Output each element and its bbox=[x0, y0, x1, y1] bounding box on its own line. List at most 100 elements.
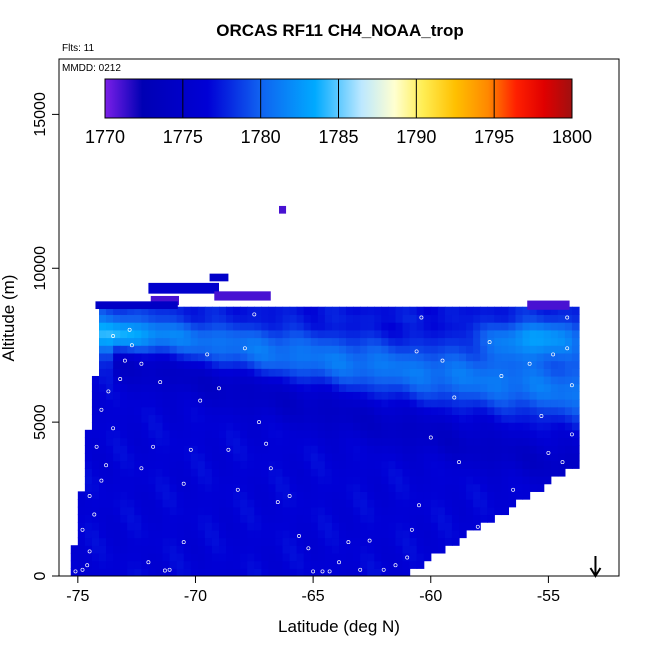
heatmap-cell bbox=[282, 437, 291, 446]
heatmap-cell bbox=[409, 375, 418, 385]
heatmap-cell bbox=[550, 429, 559, 439]
heatmap-cell bbox=[289, 391, 298, 400]
heatmap-cell bbox=[480, 460, 488, 469]
heatmap-cell bbox=[282, 499, 291, 508]
heatmap-cell bbox=[155, 360, 164, 369]
heatmap-cell bbox=[543, 468, 552, 477]
heatmap-cell bbox=[423, 383, 432, 392]
heatmap-cell bbox=[169, 475, 178, 485]
heatmap-cell bbox=[141, 529, 150, 539]
heatmap-cell bbox=[211, 499, 220, 508]
heatmap-cell bbox=[480, 322, 488, 331]
heatmap-cell bbox=[409, 483, 418, 492]
heatmap-cell bbox=[176, 345, 185, 354]
heatmap-cell bbox=[91, 560, 100, 569]
heatmap-cell bbox=[211, 568, 220, 576]
heatmap-cell bbox=[91, 522, 100, 531]
heatmap-cell bbox=[247, 529, 255, 539]
heatmap-cell bbox=[148, 514, 157, 523]
heatmap-cell bbox=[331, 514, 340, 523]
heatmap-cell bbox=[91, 545, 100, 554]
heatmap-cell bbox=[282, 429, 291, 439]
heatmap-cell bbox=[120, 475, 128, 485]
heatmap-cell bbox=[183, 452, 192, 462]
sample-point bbox=[106, 389, 111, 394]
heatmap-cell bbox=[494, 368, 502, 377]
sample-point bbox=[73, 569, 78, 574]
heatmap-cell bbox=[155, 460, 164, 469]
heatmap-cell bbox=[423, 452, 432, 462]
heatmap-cell bbox=[197, 391, 206, 400]
heatmap-cell bbox=[331, 406, 340, 416]
heatmap-cell bbox=[571, 368, 580, 377]
heatmap-cell bbox=[564, 399, 573, 408]
heatmap-cell bbox=[374, 537, 382, 546]
heatmap-cell bbox=[430, 506, 439, 516]
heatmap-cell bbox=[84, 460, 93, 469]
heatmap-cell bbox=[77, 522, 86, 531]
heatmap-cell bbox=[275, 352, 284, 362]
heatmap-cell bbox=[536, 337, 545, 346]
x-tick-label: -65 bbox=[302, 588, 325, 605]
heatmap-cell bbox=[536, 360, 545, 369]
heatmap-cell bbox=[296, 468, 305, 477]
heatmap-cell bbox=[233, 445, 241, 454]
heatmap-cell bbox=[324, 514, 333, 523]
heatmap-cell bbox=[176, 422, 185, 431]
heatmap-cell bbox=[353, 445, 361, 454]
heatmap-cell bbox=[480, 352, 488, 362]
heatmap-cell bbox=[303, 483, 312, 492]
heatmap-cell bbox=[162, 491, 171, 500]
heatmap-cell bbox=[388, 429, 397, 439]
heatmap-cell bbox=[402, 529, 411, 539]
isolated-cell bbox=[279, 205, 287, 214]
heatmap-cell bbox=[423, 406, 432, 416]
heatmap-cell bbox=[360, 460, 368, 469]
heatmap-cell bbox=[169, 329, 178, 339]
heatmap-cell bbox=[536, 322, 545, 331]
heatmap-cell bbox=[557, 422, 566, 431]
heatmap-cell bbox=[557, 352, 566, 362]
heatmap-cell bbox=[120, 483, 128, 492]
heatmap-cell bbox=[536, 352, 545, 362]
heatmap-cell bbox=[155, 414, 164, 423]
heatmap-cell bbox=[226, 483, 234, 492]
heatmap-cell bbox=[162, 422, 171, 431]
heatmap-cell bbox=[487, 506, 495, 516]
heatmap-cell bbox=[437, 506, 446, 516]
heatmap-cell bbox=[226, 560, 234, 569]
heatmap-cell bbox=[331, 337, 340, 346]
heatmap-cell bbox=[571, 314, 580, 323]
heatmap-cell bbox=[120, 399, 128, 408]
heatmap-cell bbox=[459, 422, 467, 431]
heatmap-cell bbox=[360, 375, 368, 385]
sample-point bbox=[287, 494, 292, 498]
heatmap-cell bbox=[261, 460, 270, 469]
heatmap-cell bbox=[416, 391, 425, 400]
heatmap-cell bbox=[254, 414, 262, 423]
heatmap-cell bbox=[296, 306, 305, 316]
heatmap-cell bbox=[416, 399, 425, 408]
heatmap-cell bbox=[444, 383, 453, 392]
heatmap-cell bbox=[564, 452, 573, 462]
heatmap-cell bbox=[197, 360, 206, 369]
heatmap-cell bbox=[247, 383, 255, 392]
heatmap-cell bbox=[155, 522, 164, 531]
heatmap-cell bbox=[459, 529, 467, 539]
heatmap-cell bbox=[459, 445, 467, 454]
sample-point bbox=[551, 352, 556, 357]
heatmap-cell bbox=[99, 529, 107, 539]
heatmap-cell bbox=[508, 322, 517, 331]
heatmap-cell bbox=[120, 545, 128, 554]
heatmap-cell bbox=[233, 468, 241, 477]
heatmap-cell bbox=[571, 437, 580, 446]
heatmap-cell bbox=[141, 514, 150, 523]
heatmap-cell bbox=[268, 475, 277, 485]
heatmap-cell bbox=[247, 399, 255, 408]
heatmap-cell bbox=[324, 352, 333, 362]
heatmap-cell bbox=[120, 375, 128, 385]
heatmap-cell bbox=[134, 391, 142, 400]
heatmap-cell bbox=[169, 322, 178, 331]
heatmap-cell bbox=[550, 422, 559, 431]
